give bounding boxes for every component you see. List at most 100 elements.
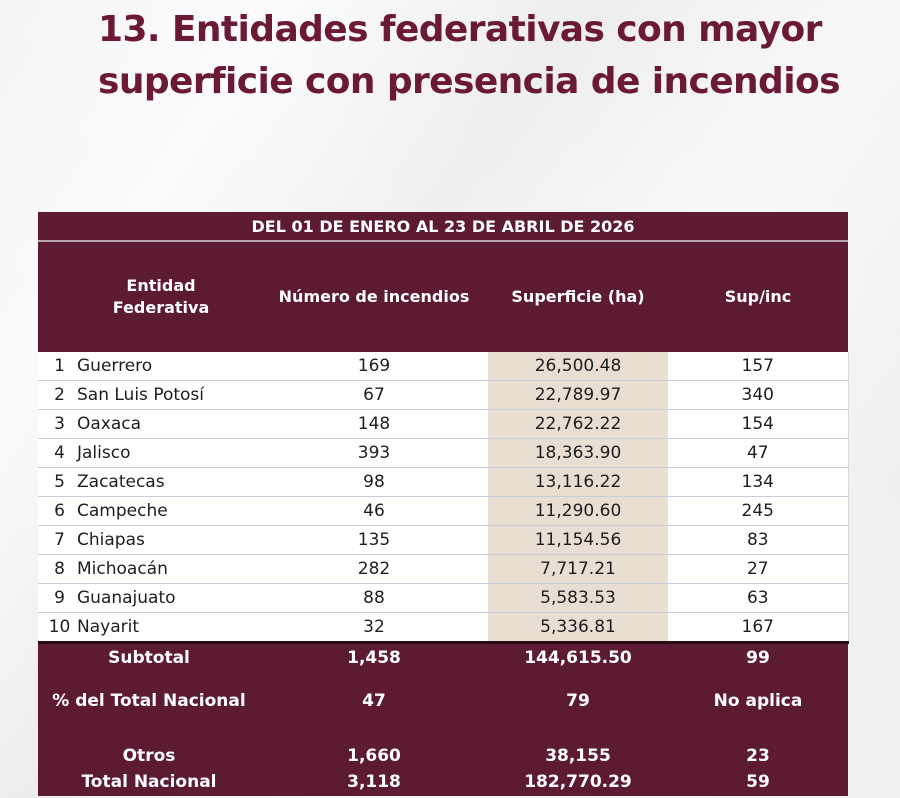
rank-number: 4 [54,443,65,463]
header-superficie: Superficie (ha) [488,241,668,352]
cell-ratio: 167 [668,612,849,644]
cell-superficie: 11,154.56 [488,525,668,555]
table-row: 5 Zacatecas 98 13,116.22 134 [38,467,849,497]
cell-entidad: 3 Oaxaca [38,409,260,439]
rank-number: 2 [54,385,65,405]
header-numero: Número de incendios [260,241,488,352]
summary-ratio: 59 [668,768,849,796]
state-name: Chiapas [77,530,145,550]
table-row: 2 San Luis Potosí 67 22,789.97 340 [38,380,849,410]
cell-ratio: 154 [668,409,849,439]
cell-ratio: 27 [668,554,849,584]
summary-numero: 1,458 [260,642,488,672]
summary-label: % del Total Nacional [38,672,260,730]
fires-table-container: DEL 01 DE ENERO AL 23 DE ABRIL DE 2026 E… [38,212,849,796]
cell-entidad: 10 Nayarit [38,612,260,644]
summary-superficie: 38,155 [488,730,668,768]
cell-entidad: 5 Zacatecas [38,467,260,497]
cell-ratio: 340 [668,380,849,410]
cell-numero: 32 [260,612,488,644]
state-name: Guerrero [77,356,153,376]
state-name: Campeche [77,501,168,521]
summary-numero: 47 [260,672,488,730]
rank-number: 7 [54,530,65,550]
cell-superficie: 13,116.22 [488,467,668,497]
total-national-row: Total Nacional 3,118 182,770.29 59 [38,768,849,796]
summary-ratio: 99 [668,642,849,672]
table-row: 1 Guerrero 169 26,500.48 157 [38,352,849,381]
cell-superficie: 18,363.90 [488,438,668,468]
cell-numero: 88 [260,583,488,613]
state-name: Nayarit [77,617,139,637]
period-band: DEL 01 DE ENERO AL 23 DE ABRIL DE 2026 [38,212,849,242]
summary-ratio: No aplica [668,672,849,730]
cell-ratio: 245 [668,496,849,526]
cell-ratio: 47 [668,438,849,468]
cell-numero: 135 [260,525,488,555]
cell-superficie: 5,336.81 [488,612,668,644]
state-name: Zacatecas [77,472,165,492]
summary-numero: 3,118 [260,768,488,796]
cell-numero: 148 [260,409,488,439]
cell-numero: 169 [260,352,488,381]
cell-superficie: 22,789.97 [488,380,668,410]
cell-superficie: 5,583.53 [488,583,668,613]
cell-ratio: 63 [668,583,849,613]
state-name: San Luis Potosí [77,385,205,405]
table-row: 6 Campeche 46 11,290.60 245 [38,496,849,526]
cell-entidad: 6 Campeche [38,496,260,526]
cell-numero: 98 [260,467,488,497]
rank-number: 6 [54,501,65,521]
cell-ratio: 134 [668,467,849,497]
cell-ratio: 157 [668,352,849,381]
header-entidad: Entidad Federativa [38,241,260,352]
header-ratio: Sup/inc [668,241,849,352]
subtotal-row: Subtotal 1,458 144,615.50 99 [38,642,849,672]
state-name: Jalisco [77,443,131,463]
table-row: 8 Michoacán 282 7,717.21 27 [38,554,849,584]
table-row: 7 Chiapas 135 11,154.56 83 [38,525,849,555]
title-line-1: 13. Entidades federativas con mayor [98,9,822,50]
cell-numero: 393 [260,438,488,468]
state-name: Michoacán [77,559,168,579]
rank-number: 3 [54,414,65,434]
cell-entidad: 4 Jalisco [38,438,260,468]
state-name: Guanajuato [77,588,176,608]
cell-superficie: 11,290.60 [488,496,668,526]
cell-superficie: 26,500.48 [488,352,668,381]
cell-superficie: 22,762.22 [488,409,668,439]
table-row: 10 Nayarit 32 5,336.81 167 [38,612,849,644]
rank-number: 10 [48,617,71,637]
cell-numero: 67 [260,380,488,410]
summary-label: Total Nacional [38,768,260,796]
summary-superficie: 182,770.29 [488,768,668,796]
table-row: 9 Guanajuato 88 5,583.53 63 [38,583,849,613]
summary-label: Otros [38,730,260,768]
otros-row: Otros 1,660 38,155 23 [38,730,849,768]
cell-numero: 46 [260,496,488,526]
summary-ratio: 23 [668,730,849,768]
page-title: 13. Entidades federativas con mayor supe… [98,4,841,108]
cell-entidad: 8 Michoacán [38,554,260,584]
summary-superficie: 144,615.50 [488,642,668,672]
cell-entidad: 9 Guanajuato [38,583,260,613]
state-name: Oaxaca [77,414,142,434]
cell-entidad: 2 San Luis Potosí [38,380,260,410]
cell-entidad: 1 Guerrero [38,352,260,381]
header-row: Entidad Federativa Número de incendios S… [38,241,849,352]
summary-numero: 1,660 [260,730,488,768]
period-label: DEL 01 DE ENERO AL 23 DE ABRIL DE 2026 [38,212,849,242]
rank-number: 8 [54,559,65,579]
percent-national-row: % del Total Nacional 47 79 No aplica [38,672,849,730]
rank-number: 9 [54,588,65,608]
cell-entidad: 7 Chiapas [38,525,260,555]
rank-number: 1 [54,356,65,376]
table-row: 4 Jalisco 393 18,363.90 47 [38,438,849,468]
rank-number: 5 [54,472,65,492]
summary-superficie: 79 [488,672,668,730]
table-row: 3 Oaxaca 148 22,762.22 154 [38,409,849,439]
fires-by-state-table: DEL 01 DE ENERO AL 23 DE ABRIL DE 2026 E… [38,212,849,796]
summary-label: Subtotal [38,642,260,672]
cell-superficie: 7,717.21 [488,554,668,584]
cell-numero: 282 [260,554,488,584]
